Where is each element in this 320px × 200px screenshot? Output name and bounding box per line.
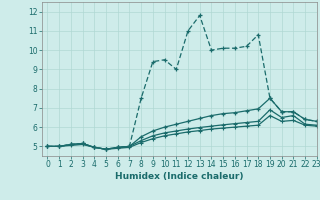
X-axis label: Humidex (Indice chaleur): Humidex (Indice chaleur) — [115, 172, 244, 181]
